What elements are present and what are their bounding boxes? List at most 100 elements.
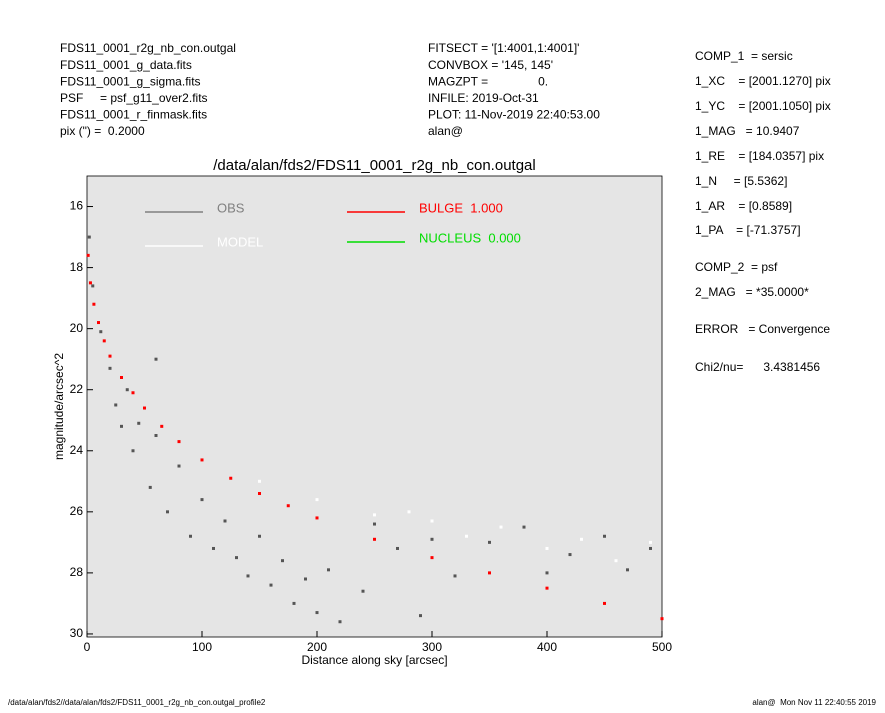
fit-param: Chi2/nu= 3.4381456 <box>695 360 820 374</box>
fit-param: 1_RE = [184.0357] pix <box>695 149 824 163</box>
data-point <box>131 391 135 395</box>
y-tick-label: 16 <box>70 199 84 213</box>
fit-param: 1_XC = [2001.1270] pix <box>695 74 831 88</box>
data-point <box>338 620 342 624</box>
header-center: INFILE: 2019-Oct-31 <box>428 91 539 105</box>
data-point <box>286 504 290 508</box>
x-tick-label: 0 <box>84 640 91 654</box>
header-left: PSF = psf_g11_over2.fits <box>60 91 208 105</box>
legend-label: BULGE 1.000 <box>419 200 503 215</box>
data-point <box>269 583 273 587</box>
data-point <box>304 577 307 581</box>
data-point <box>200 458 204 462</box>
data-point <box>373 513 376 517</box>
data-point <box>229 476 233 480</box>
x-tick-label: 500 <box>652 640 672 654</box>
data-point <box>660 617 664 621</box>
data-point <box>88 281 92 285</box>
header-center: FITSECT = '[1:4001,1:4001]' <box>428 41 579 55</box>
legend-label: NUCLEUS 0.000 <box>419 230 521 245</box>
data-point <box>419 614 422 618</box>
chart-title: /data/alan/fds2/FDS11_0001_r2g_nb_con.ou… <box>213 157 535 174</box>
data-point <box>292 601 296 605</box>
data-point <box>430 556 434 560</box>
data-point <box>603 534 606 538</box>
fit-param: ERROR = Convergence <box>695 322 830 336</box>
data-point <box>154 357 158 361</box>
data-point <box>373 522 376 526</box>
data-point <box>108 354 112 358</box>
y-tick-label: 22 <box>70 382 84 396</box>
header-left: FDS11_0001_r_finmask.fits <box>60 108 207 122</box>
data-point <box>488 540 491 544</box>
data-point <box>430 537 434 541</box>
x-tick-label: 300 <box>422 640 442 654</box>
data-point <box>499 525 503 529</box>
header-left: pix (") = 0.2000 <box>60 124 145 138</box>
header-center: alan@ <box>428 124 463 138</box>
data-point <box>246 574 250 578</box>
data-point <box>603 601 606 605</box>
y-axis-label: magnitude/arcsec^2 <box>52 353 66 460</box>
data-point <box>407 510 411 514</box>
data-point <box>189 534 192 538</box>
x-tick-label: 400 <box>537 640 557 654</box>
data-point <box>99 330 103 334</box>
fit-param: 1_AR = [0.8589] <box>695 199 792 213</box>
y-tick-label: 30 <box>70 626 84 640</box>
data-point <box>488 571 491 575</box>
data-point <box>453 574 457 578</box>
data-point <box>626 568 629 572</box>
data-point <box>160 424 164 428</box>
data-point <box>315 611 319 615</box>
data-point <box>327 568 330 572</box>
data-point <box>396 546 399 550</box>
x-tick-label: 100 <box>192 640 212 654</box>
data-point <box>177 440 181 444</box>
data-point <box>223 519 227 523</box>
fit-param: 1_PA = [-71.3757] <box>695 223 801 237</box>
y-tick-label: 26 <box>70 504 84 518</box>
data-point <box>166 510 169 514</box>
fit-param: 2_MAG = *35.0000* <box>695 285 809 299</box>
data-point <box>614 559 618 563</box>
data-point <box>522 525 526 529</box>
data-point <box>200 498 204 502</box>
data-point <box>212 546 215 550</box>
data-point <box>580 537 583 541</box>
fit-param: COMP_1 = sersic <box>695 49 793 63</box>
y-tick-label: 20 <box>70 321 84 335</box>
plot-area <box>86 175 663 638</box>
y-tick-label: 18 <box>70 260 84 274</box>
x-tick-label: 200 <box>307 640 327 654</box>
data-point <box>131 449 135 453</box>
header-center: CONVBOX = '145, 145' <box>428 58 553 72</box>
footer-left: /data/alan/fds2//data/alan/fds2/FDS11_00… <box>8 698 266 707</box>
header-left: FDS11_0001_r2g_nb_con.outgal <box>60 41 236 55</box>
fit-param: 1_N = [5.5362] <box>695 174 787 188</box>
data-point <box>373 537 376 541</box>
data-point <box>108 366 112 370</box>
data-point <box>177 464 181 468</box>
data-point <box>97 321 100 325</box>
data-point <box>102 339 106 343</box>
data-point <box>315 498 319 502</box>
y-tick-label: 24 <box>70 443 84 457</box>
data-point <box>649 546 652 550</box>
data-point <box>154 434 158 438</box>
data-point <box>545 546 549 550</box>
data-point <box>87 235 91 239</box>
data-point <box>120 424 123 428</box>
header-center: PLOT: 11-Nov-2019 22:40:53.00 <box>428 108 600 122</box>
header-center: MAGZPT = 0. <box>428 74 548 88</box>
data-point <box>545 571 549 575</box>
data-point <box>143 406 146 410</box>
data-point <box>315 516 319 520</box>
data-point <box>430 519 434 523</box>
legend-label: OBS <box>217 200 245 215</box>
fit-param: 1_YC = [2001.1050] pix <box>695 99 831 113</box>
data-point <box>114 403 118 407</box>
data-point <box>92 302 96 306</box>
data-point <box>568 553 572 557</box>
fit-param: 1_MAG = 10.9407 <box>695 124 800 138</box>
